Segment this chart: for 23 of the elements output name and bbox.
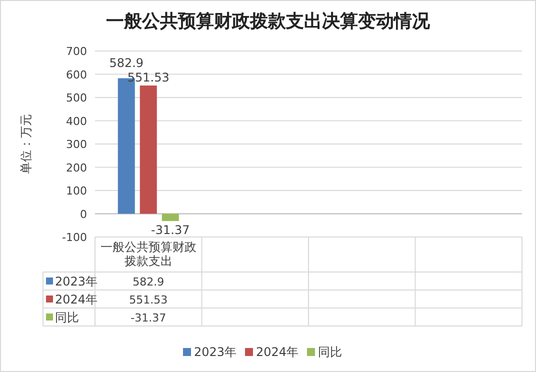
y-tick-label: -100 [62, 231, 87, 244]
y-tick-label: 600 [66, 68, 87, 82]
y-tick-label: 700 [66, 45, 87, 58]
legend-label: 2024年 [55, 292, 98, 306]
bar [162, 214, 179, 222]
y-axis-title: 单位：万元 [19, 114, 33, 174]
data-label: -31.37 [151, 223, 190, 238]
y-tick-label: 200 [66, 161, 87, 174]
text: 2023年 [194, 345, 237, 359]
chart-title: 一般公共预算财政拨款支出决算变动情况 [106, 11, 431, 32]
y-tick-label: 400 [66, 114, 87, 128]
data-label: 551.53 [127, 70, 170, 85]
legend-label: 2023年 [55, 274, 98, 288]
y-tick-label: 0 [80, 208, 87, 221]
text: 2024年 [256, 345, 299, 359]
text: 同比 [318, 345, 342, 359]
legend-label: 同比 [55, 310, 79, 324]
y-tick-label: 100 [66, 184, 87, 198]
y-tick-label: 500 [66, 92, 87, 104]
data-label: 582.9 [109, 56, 144, 70]
x-tick-label: 一般公共预算财政拨款支出 [100, 240, 196, 268]
bar [140, 86, 157, 214]
y-tick-label: 300 [66, 138, 87, 151]
